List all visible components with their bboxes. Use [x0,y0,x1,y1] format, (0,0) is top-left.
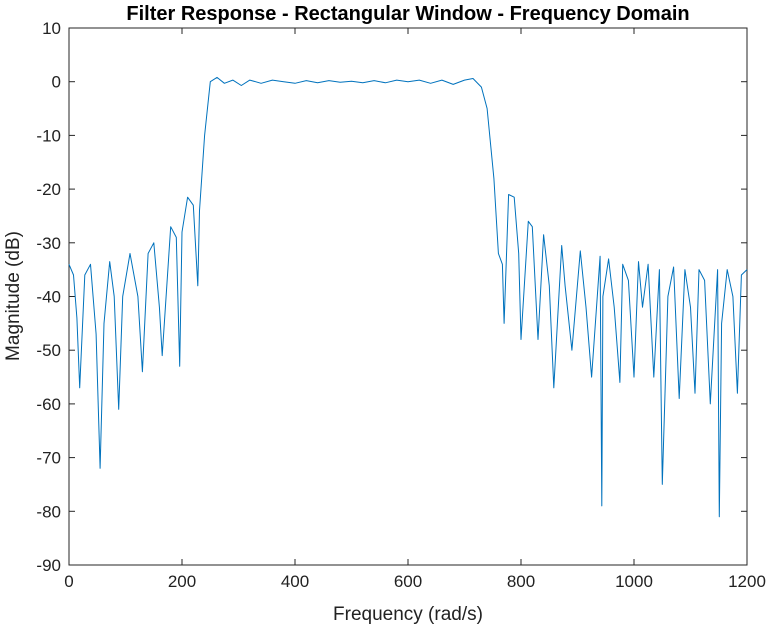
axis-tick-labels: 0 200 400 600 800 1000 1200 10 0 -10 -20 -30 -40 -50 -… [36,19,765,591]
x-axis-label: Frequency (rad/s) [333,604,483,625]
x-tick-label: 0 [64,572,73,591]
y-tick-label: -90 [36,556,61,575]
y-tick-label: -60 [36,395,61,414]
y-tick-label: -80 [36,502,61,521]
y-tick-label: -10 [36,126,61,145]
x-tick-label: 200 [168,572,196,591]
y-tick-label: -70 [36,449,61,468]
chart-title: Filter Response - Rectangular Window - F… [126,3,689,25]
y-tick-label: -20 [36,180,61,199]
x-tick-label: 1000 [615,572,653,591]
x-tick-label: 400 [281,572,309,591]
y-tick-label: -50 [36,341,61,360]
axis-ticks [68,27,748,566]
plot-area [68,27,748,566]
y-tick-label: -40 [36,288,61,307]
series-line [68,76,748,518]
x-tick-label: 1200 [728,572,766,591]
y-tick-label: -30 [36,234,61,253]
y-tick-label: 10 [42,19,61,38]
x-tick-label: 600 [394,572,422,591]
y-tick-label: 0 [52,73,61,92]
y-axis-label: Magnitude (dB) [3,231,24,361]
x-tick-label: 800 [507,572,535,591]
